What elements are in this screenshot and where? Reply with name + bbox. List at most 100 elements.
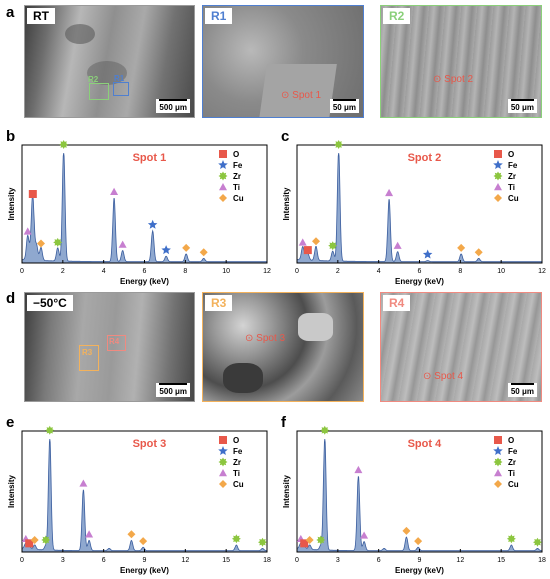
peak-marker-ti — [23, 227, 32, 235]
x-tick-label: 15 — [497, 557, 505, 564]
eds-spectrum-spot-2: 0 2 4 6 8 10 12 Energy (keV) Intensity Spot 2 O Fe Z… — [282, 140, 546, 286]
legend-marker-zr — [493, 457, 503, 467]
peak-marker-fe — [422, 249, 433, 259]
legend-label-zr: Zr — [233, 172, 241, 181]
sem-image-r3: R3 ⊙ Spot 3 — [202, 292, 364, 402]
x-tick-label: 12 — [181, 557, 189, 564]
peak-marker-o — [303, 246, 312, 255]
x-tick-label: 6 — [377, 557, 381, 564]
x-tick-label: 12 — [538, 268, 546, 275]
sem-image-m50: −50°C R3 R4 500 μm — [24, 292, 195, 402]
peak-marker-cu — [182, 243, 191, 252]
panel-letter-d: d — [6, 290, 16, 307]
scale-bar-label: 500 μm — [159, 387, 187, 396]
chart-title: Spot 3 — [133, 438, 167, 450]
scale-bar-label: 500 μm — [159, 103, 187, 112]
legend-label-o: O — [508, 150, 514, 159]
y-axis-label: Intensity — [7, 187, 16, 220]
peak-marker-o — [28, 190, 37, 198]
y-axis-label: Intensity — [7, 475, 16, 508]
spot-label-4: ⊙ Spot 4 — [423, 371, 464, 382]
sem-image-r1: R1 ⊙ Spot 1 50 μm — [202, 5, 364, 118]
y-axis-label: Intensity — [282, 187, 291, 220]
y-axis-label: Intensity — [282, 475, 291, 508]
x-tick-label: 9 — [143, 557, 147, 564]
spectrum-area — [21, 152, 268, 264]
legend-marker-fe — [493, 446, 503, 455]
roi-r1: R1 — [113, 74, 129, 96]
legend-marker-o — [494, 436, 502, 444]
x-tick-label: 12 — [456, 557, 464, 564]
sem-texture — [65, 24, 95, 44]
peak-marker-fe — [161, 245, 171, 255]
legend-label-ti: Ti — [233, 183, 240, 192]
legend-label-fe: Fe — [508, 161, 518, 170]
sem-image-r4: R4 ⊙ Spot 4 50 μm — [380, 292, 542, 402]
x-tick-label: 8 — [458, 268, 462, 275]
x-tick-label: 4 — [377, 268, 381, 275]
x-tick-label: 0 — [20, 268, 24, 275]
peak-marker-o — [25, 539, 34, 548]
legend-marker-zr — [493, 171, 503, 181]
panel-letter-c: c — [281, 128, 290, 145]
legend-label-ti: Ti — [233, 469, 240, 478]
peak-marker-ti — [118, 240, 127, 248]
peak-marker-zr — [59, 140, 69, 149]
x-tick-label: 18 — [263, 557, 271, 564]
x-tick-label: 3 — [336, 557, 340, 564]
x-tick-label: 6 — [102, 557, 106, 564]
peak-marker-ti — [360, 531, 369, 539]
peak-marker-cu — [36, 239, 45, 248]
panel-letter-a: a — [6, 4, 15, 21]
scale-bar-m50: 500 μm — [156, 383, 190, 397]
peak-marker-zr — [258, 537, 267, 547]
peak-marker-ti — [110, 187, 119, 195]
peak-marker-zr — [316, 535, 326, 545]
spot-label-3: ⊙ Spot 3 — [245, 333, 286, 344]
legend-label-cu: Cu — [508, 480, 519, 489]
x-tick-label: 18 — [538, 557, 546, 564]
spot-label-2: ⊙ Spot 2 — [433, 74, 474, 85]
sem-tag-m50: −50°C — [27, 295, 73, 311]
sem-texture — [223, 363, 263, 393]
x-tick-label: 10 — [222, 268, 230, 275]
x-tick-label: 8 — [183, 268, 187, 275]
panel-letter-f: f — [281, 414, 286, 431]
peak-marker-cu — [305, 535, 314, 544]
roi-r4: R4 — [107, 335, 126, 351]
peak-marker-cu — [30, 535, 39, 544]
x-axis-label: Energy (keV) — [395, 277, 444, 286]
sem-image-rt: RT R2 R1 500 μm — [24, 5, 195, 118]
legend-marker-ti — [219, 469, 227, 477]
x-tick-label: 15 — [222, 557, 230, 564]
sem-tag-rt: RT — [27, 8, 55, 24]
peak-marker-o — [300, 539, 309, 548]
peak-marker-zr — [41, 535, 51, 545]
legend-marker-fe — [218, 446, 228, 455]
roi-label-r1: R1 — [114, 74, 125, 83]
spectrum-area — [296, 438, 543, 553]
x-tick-label: 4 — [102, 268, 106, 275]
roi-label-r3: R3 — [82, 348, 93, 357]
scale-bar-line — [159, 99, 187, 101]
scale-bar-r1: 50 μm — [329, 99, 359, 113]
legend-label-cu: Cu — [233, 194, 244, 203]
sem-image-r2: R2 ⊙ Spot 2 50 μm — [380, 5, 542, 118]
peak-marker-cu — [127, 530, 136, 539]
peak-marker-fe — [147, 219, 158, 229]
spot-label-1: ⊙ Spot 1 — [281, 90, 322, 101]
x-tick-label: 6 — [143, 268, 147, 275]
legend-label-ti: Ti — [508, 469, 515, 478]
peak-marker-ti — [298, 238, 307, 246]
legend-marker-fe — [218, 160, 228, 169]
x-tick-label: 10 — [497, 268, 505, 275]
legend-label-cu: Cu — [233, 480, 244, 489]
legend-marker-ti — [494, 469, 502, 477]
peak-marker-zr — [533, 537, 542, 547]
peak-marker-ti — [354, 465, 363, 474]
legend-marker-o — [219, 150, 227, 158]
peak-marker-zr — [231, 534, 241, 544]
sem-tag-r2: R2 — [383, 8, 411, 24]
peak-marker-ti — [393, 241, 402, 249]
x-tick-label: 9 — [418, 557, 422, 564]
